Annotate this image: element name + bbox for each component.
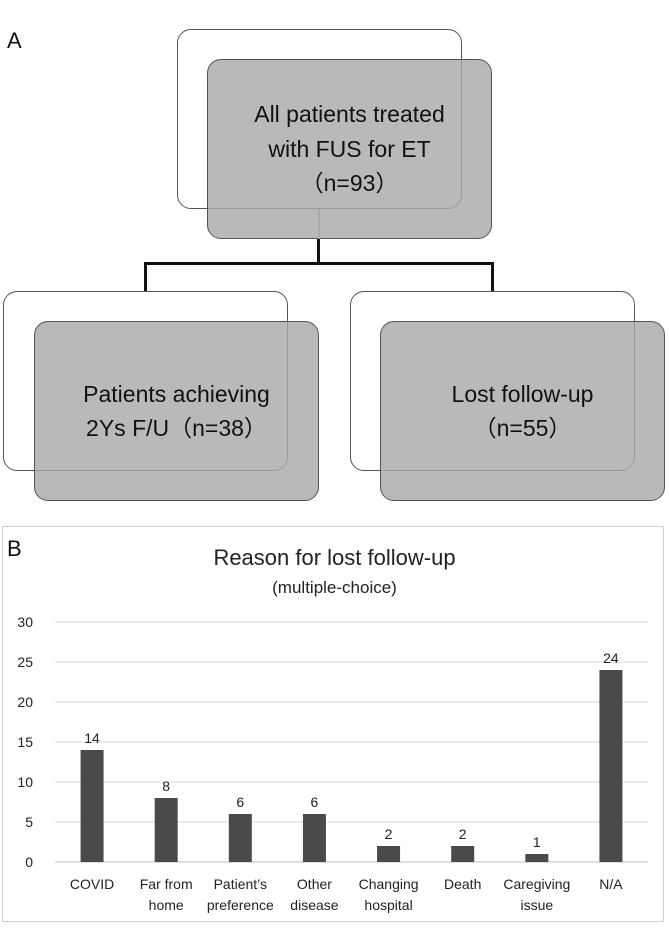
connector-left-drop	[144, 262, 147, 291]
top-box-line3: （n=93）	[300, 170, 399, 197]
data-label: 2	[385, 826, 393, 842]
chart-frame	[2, 526, 664, 922]
y-tick-label: 10	[17, 774, 33, 790]
bar	[599, 670, 623, 862]
right-box-line2: （n=55）	[473, 415, 572, 441]
y-tick-label: 20	[17, 694, 33, 710]
x-tick-label: COVID	[70, 876, 114, 892]
x-tick-label: disease	[290, 897, 338, 913]
bar	[154, 798, 178, 862]
y-tick-label: 5	[25, 814, 33, 830]
data-label: 14	[84, 730, 100, 746]
data-label: 8	[162, 778, 170, 794]
x-tick-label: home	[149, 897, 184, 913]
bar	[80, 750, 104, 862]
bar	[228, 814, 252, 862]
left-box-line2: 2Ys F/U（n=38）	[86, 415, 267, 441]
x-tick-label: Death	[444, 876, 481, 892]
right-box-line1: Lost follow-up	[451, 380, 594, 407]
top-box-line2: with FUS for ET	[268, 135, 431, 162]
connector-stem-upper	[318, 209, 320, 240]
panel-b-letter: B	[7, 536, 22, 561]
x-tick-label: Other	[297, 876, 332, 892]
top-box: All patients treated with FUS for ET （n=…	[207, 59, 492, 239]
data-label: 1	[533, 834, 541, 850]
x-tick-label: issue	[520, 897, 553, 913]
y-tick-label: 30	[17, 614, 33, 630]
x-tick-label: N/A	[599, 876, 623, 892]
x-tick-label: hospital	[364, 897, 412, 913]
x-tick-label: Far from	[140, 876, 193, 892]
x-tick-label: preference	[207, 897, 274, 913]
top-box-line1: All patients treated	[254, 101, 445, 128]
connector-stem	[317, 239, 320, 264]
panel-a-letter: A	[7, 28, 22, 53]
bar	[302, 814, 326, 862]
bar	[451, 846, 475, 862]
y-tick-label: 15	[17, 734, 33, 750]
connector-horizontal	[144, 262, 494, 265]
y-tick-label: 25	[17, 654, 33, 670]
x-tick-label: Caregiving	[503, 876, 570, 892]
data-label: 2	[459, 826, 467, 842]
data-label: 6	[311, 794, 319, 810]
data-label: 6	[236, 794, 244, 810]
left-box: Patients achieving 2Ys F/U（n=38）	[34, 321, 319, 501]
x-tick-label: Changing	[359, 876, 419, 892]
x-tick-label: Patient’s	[214, 876, 267, 892]
right-box: Lost follow-up （n=55）	[380, 321, 665, 501]
chart-subtitle: (multiple-choice)	[272, 578, 397, 597]
bar	[525, 854, 549, 862]
chart-title: Reason for lost follow-up	[213, 545, 456, 570]
connector-right-drop	[491, 262, 494, 291]
data-label: 24	[603, 650, 619, 666]
bar	[377, 846, 401, 862]
y-tick-label: 0	[25, 854, 33, 870]
left-box-line1: Patients achieving	[83, 380, 270, 407]
